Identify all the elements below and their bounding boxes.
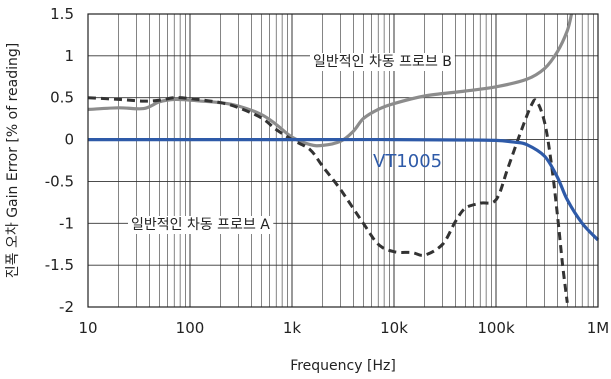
y-axis-label: 진폭 오차 Gain Error [% of reading]	[5, 43, 21, 278]
y-tick-label: -0.5	[45, 172, 74, 190]
x-tick-label: 100k	[477, 319, 515, 337]
annotation-vt1005: VT1005	[373, 151, 442, 172]
y-tick-label: 0.5	[50, 89, 74, 107]
x-tick-label: 100	[176, 319, 205, 337]
annotation-probe-a: 일반적인 차동 프로브 A	[131, 217, 270, 233]
y-tick-label: -1.5	[45, 256, 74, 274]
y-tick-label: 0	[64, 131, 74, 149]
series-line-probe-b	[87, 13, 574, 148]
series-line-probe-a	[87, 96, 569, 303]
y-tick-label: -1	[59, 214, 74, 232]
annotation-probe-b: 일반적인 차동 프로브 B	[313, 54, 452, 70]
grid-lines	[87, 13, 598, 308]
y-tick-label: 1	[64, 47, 74, 65]
plot-frame	[87, 13, 599, 308]
x-tick-label: 1M	[587, 319, 610, 337]
annotation-b-background	[310, 53, 455, 71]
y-tick-label: -2	[59, 298, 74, 316]
x-tick-label: 1k	[283, 319, 302, 337]
annotation-a-background	[128, 216, 274, 234]
x-tick-label: 10k	[380, 319, 408, 337]
y-tick-label: 1.5	[50, 5, 74, 23]
x-tick-labels: 10 100 1k 10k 100k 1M	[78, 319, 609, 337]
y-tick-labels: 1.5 1 0.5 0 -0.5 -1 -1.5 -2	[45, 5, 74, 316]
x-tick-label: 10	[78, 319, 97, 337]
x-axis-label: Frequency [Hz]	[290, 358, 396, 374]
series-group	[87, 13, 600, 303]
series-line-vt1005	[88, 137, 600, 242]
